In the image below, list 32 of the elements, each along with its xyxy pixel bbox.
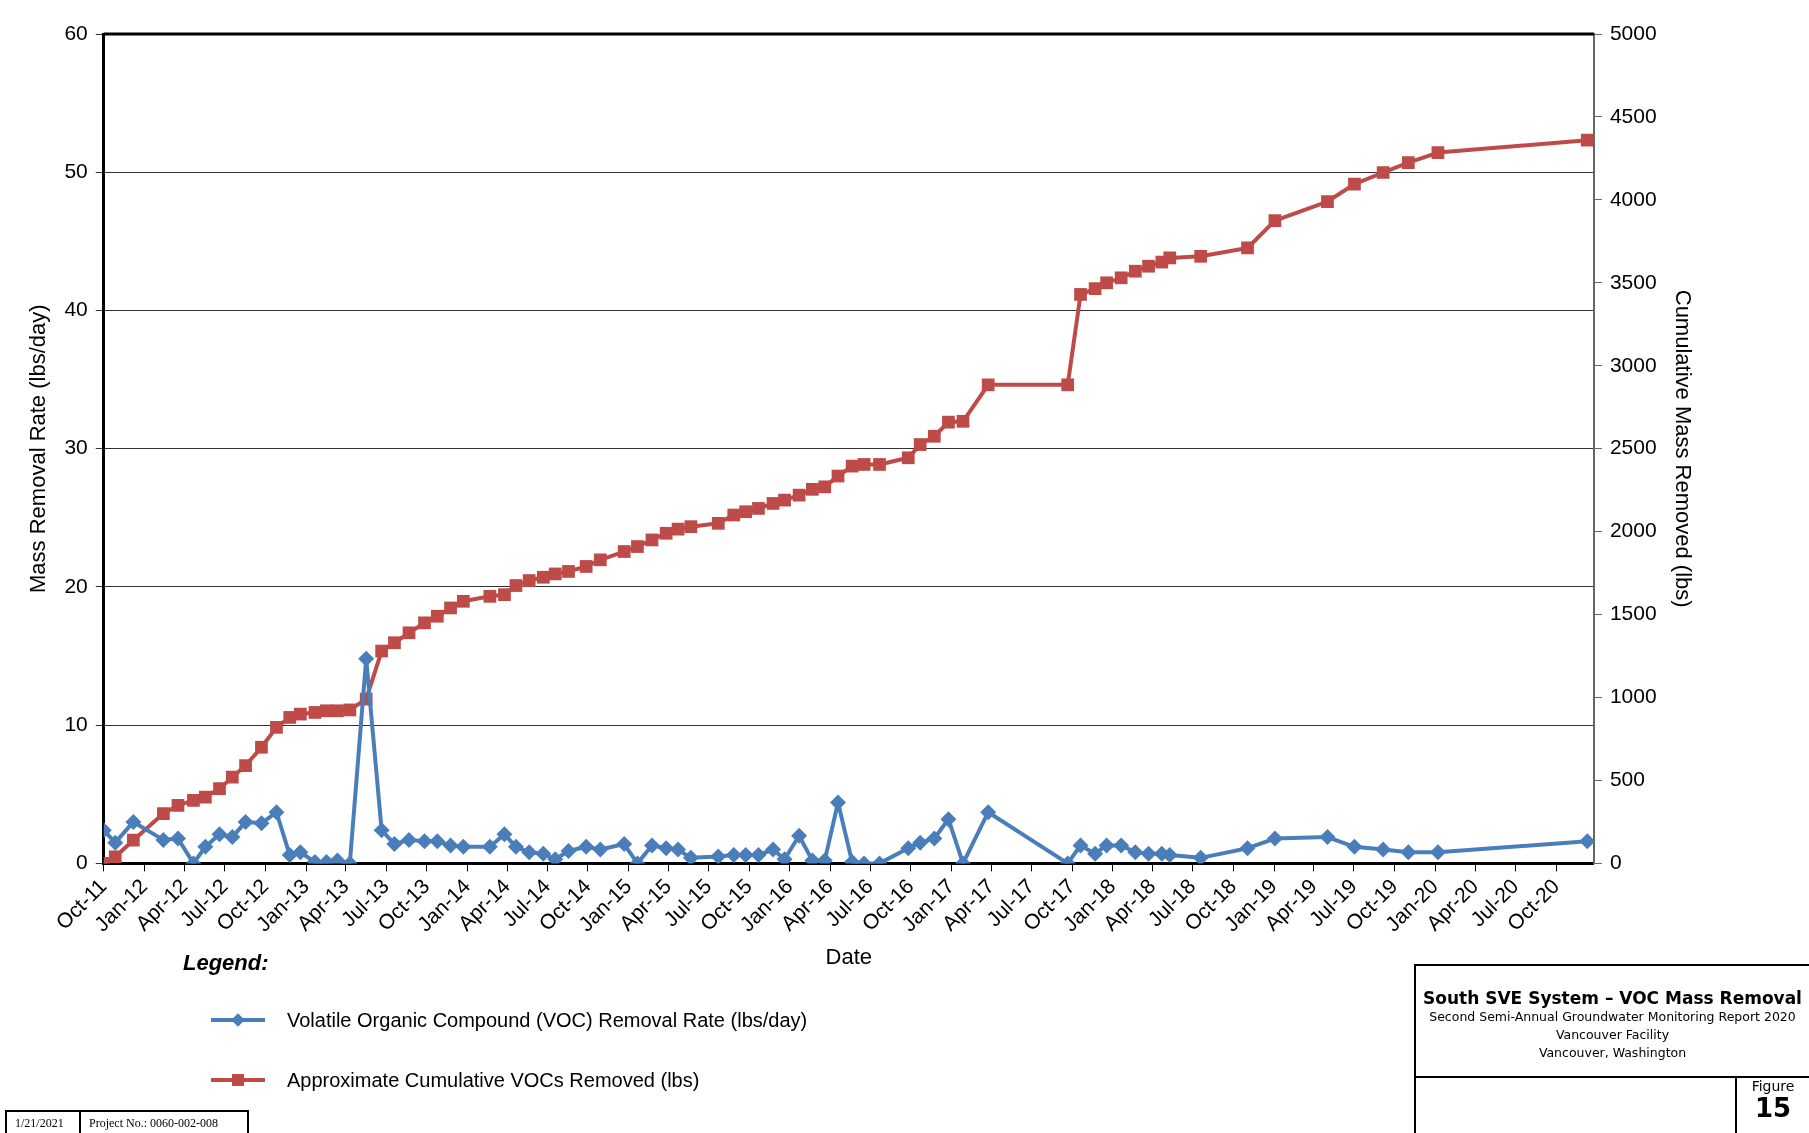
y2-tick-label: 5000 xyxy=(1609,20,1657,44)
text: South SVE System – VOC Mass Removal xyxy=(1422,988,1803,1008)
text: Second Semi-Annual Groundwater Monitoring Report 2020 xyxy=(1428,1008,1797,1026)
y-tick-label: 0 xyxy=(76,850,88,874)
y2-tick-label: 1500 xyxy=(1609,601,1657,625)
legend-title: Legend: xyxy=(183,950,270,976)
y2-axis-title: Cumulative Mass Removed (lbs) xyxy=(1670,289,1696,608)
legend-label: Volatile Organic Compound (VOC) Removal Rate (lbs/day) xyxy=(287,1008,808,1032)
y2-tick-label: 3000 xyxy=(1609,352,1657,376)
y2-tick-label: 2000 xyxy=(1609,518,1657,542)
text: Project No.: 0060-002-008 xyxy=(81,1112,249,1133)
y2-tick-label: 0 xyxy=(1609,850,1622,874)
y-tick-label: 40 xyxy=(64,297,88,321)
y2-tick-label: 500 xyxy=(1609,767,1645,791)
y-tick-label: 20 xyxy=(64,573,88,597)
text: Vancouver, Washington xyxy=(1537,1044,1688,1062)
text: 1/21/2021 xyxy=(7,1112,81,1133)
y2-tick-label: 1000 xyxy=(1609,684,1657,708)
y2-tick-label: 4500 xyxy=(1609,103,1657,127)
x-axis-title: Date xyxy=(825,943,873,969)
text: 15 xyxy=(1754,1093,1792,1123)
y-tick-label: 30 xyxy=(64,435,88,459)
y2-tick-label: 2500 xyxy=(1609,435,1657,459)
y2-tick-label: 3500 xyxy=(1609,269,1657,293)
text: Figure xyxy=(1750,1078,1796,1094)
y-tick-label: 50 xyxy=(64,159,88,183)
y-tick-label: 60 xyxy=(64,20,88,44)
text: Vancouver Facility xyxy=(1554,1026,1671,1044)
y-axis-title: Mass Removal Rate (lbs/day) xyxy=(25,304,51,593)
legend-label: Approximate Cumulative VOCs Removed (lbs) xyxy=(287,1068,700,1092)
y2-tick-label: 4000 xyxy=(1609,186,1657,210)
y-tick-label: 10 xyxy=(64,711,88,735)
